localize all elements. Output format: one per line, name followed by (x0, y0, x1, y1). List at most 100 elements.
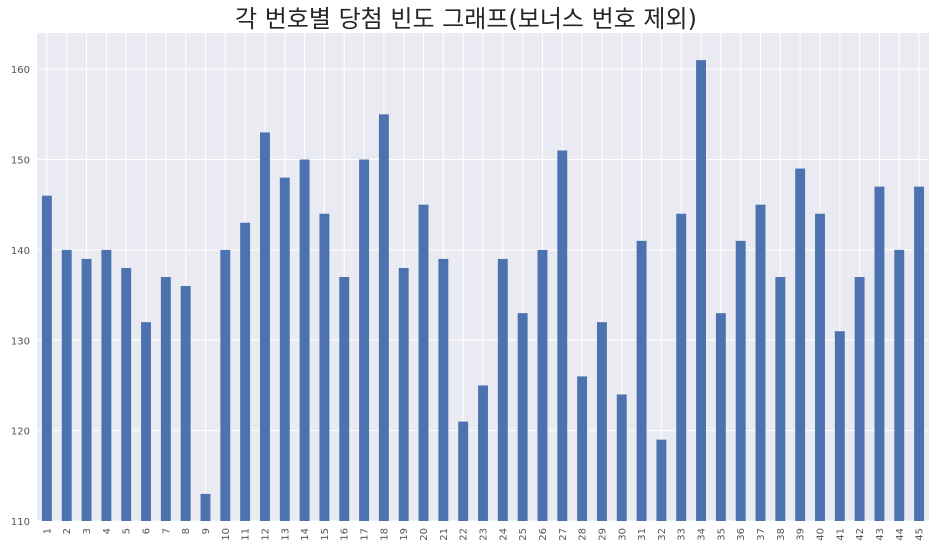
x-tick-label: 19 (399, 528, 410, 541)
x-tick-label: 27 (558, 528, 569, 541)
x-tick-label: 12 (260, 528, 271, 541)
y-tick-label: 140 (11, 246, 30, 257)
bar-16 (339, 277, 350, 521)
bar-32 (656, 439, 667, 521)
bar-3 (81, 258, 92, 521)
x-tick-label: 10 (221, 528, 232, 541)
x-tick-label: 6 (142, 528, 153, 534)
bar-8 (180, 286, 191, 521)
bar-29 (596, 322, 607, 521)
bar-2 (61, 249, 72, 521)
y-tick-label: 120 (11, 427, 30, 438)
bar-39 (795, 168, 806, 522)
bar-35 (715, 313, 726, 521)
x-tick-label: 8 (181, 528, 192, 534)
bar-45 (914, 186, 925, 521)
x-tick-label: 28 (578, 528, 589, 541)
bar-26 (537, 249, 548, 521)
x-tick-label: 38 (776, 528, 787, 541)
bar-25 (517, 313, 528, 521)
x-tick-label: 4 (102, 528, 113, 534)
x-tick-label: 41 (835, 528, 846, 541)
x-tick-label: 7 (161, 528, 172, 534)
bar-7 (160, 277, 171, 521)
bar-10 (220, 249, 231, 521)
x-tick-label: 42 (855, 528, 866, 541)
y-axis: 110 120 130 140 150 160 (11, 65, 30, 528)
x-tick-label: 20 (419, 528, 430, 541)
x-tick-label: 21 (439, 528, 450, 541)
bar-31 (636, 240, 647, 521)
x-tick-label: 26 (538, 528, 549, 541)
x-tick-label: 33 (677, 528, 688, 541)
x-tick-label: 17 (360, 528, 371, 541)
x-tick-label: 36 (736, 528, 747, 541)
bar-41 (834, 331, 845, 521)
x-tick-label: 2 (62, 528, 73, 534)
x-tick-label: 37 (756, 528, 767, 541)
bar-34 (696, 60, 706, 521)
bar-20 (418, 204, 429, 521)
x-tick-label: 31 (637, 528, 648, 541)
y-tick-label: 160 (11, 65, 30, 76)
x-tick-label: 3 (82, 528, 93, 534)
bar-44 (894, 249, 905, 521)
x-tick-label: 5 (122, 528, 133, 534)
bar-18 (378, 114, 389, 521)
x-tick-label: 23 (479, 528, 490, 541)
bar-36 (735, 240, 746, 521)
x-tick-label: 30 (617, 528, 628, 541)
x-tick-label: 18 (379, 528, 390, 541)
bar-28 (577, 376, 588, 521)
bar-19 (398, 267, 409, 521)
x-tick-label: 39 (796, 528, 807, 541)
bar-33 (676, 213, 687, 522)
x-tick-label: 14 (300, 528, 311, 541)
bar-38 (775, 277, 786, 521)
bar-24 (497, 258, 508, 521)
bar-14 (299, 159, 310, 521)
x-tick-label: 22 (459, 528, 470, 541)
bar-27 (557, 150, 568, 521)
x-axis: 1 2 3 4 5 6 7 8 9 10 11 12 13 14 15 16 17 18 19 20 21 22 23 24 2… (42, 528, 925, 541)
bar-37 (755, 204, 766, 521)
bar-17 (359, 159, 370, 521)
bar-42 (854, 277, 865, 521)
bars (41, 60, 925, 522)
x-tick-label: 45 (915, 528, 926, 541)
bar-40 (815, 213, 825, 522)
bar-6 (141, 322, 151, 521)
x-tick-label: 13 (280, 528, 291, 541)
x-tick-label: 44 (895, 528, 906, 541)
bar-23 (478, 385, 488, 521)
x-tick-label: 16 (340, 528, 351, 541)
x-tick-label: 29 (597, 528, 608, 541)
x-tick-label: 32 (657, 528, 668, 541)
bar-4 (101, 249, 112, 521)
y-tick-label: 110 (11, 517, 30, 528)
bar-1 (41, 195, 52, 521)
bar-21 (438, 258, 449, 521)
bar-9 (200, 493, 211, 521)
x-tick-label: 34 (697, 528, 708, 541)
x-tick-label: 43 (875, 528, 886, 541)
x-tick-label: 24 (498, 528, 509, 541)
x-tick-label: 11 (241, 528, 252, 541)
x-tick-label: 1 (42, 528, 53, 534)
bar-30 (616, 394, 627, 521)
x-tick-label: 25 (518, 528, 529, 541)
y-tick-label: 130 (11, 336, 30, 347)
bar-5 (121, 267, 132, 521)
bar-15 (319, 213, 330, 522)
bar-13 (279, 177, 290, 521)
x-tick-label: 40 (815, 528, 826, 541)
bar-11 (240, 222, 251, 521)
y-tick-label: 150 (11, 156, 30, 167)
x-tick-label: 9 (201, 528, 212, 534)
x-tick-label: 15 (320, 528, 331, 541)
x-tick-label: 35 (716, 528, 727, 541)
bar-43 (874, 186, 885, 521)
bar-22 (458, 421, 469, 521)
chart-title: 각 번호별 당첨 빈도 그래프(보너스 번호 제외) (235, 5, 697, 33)
